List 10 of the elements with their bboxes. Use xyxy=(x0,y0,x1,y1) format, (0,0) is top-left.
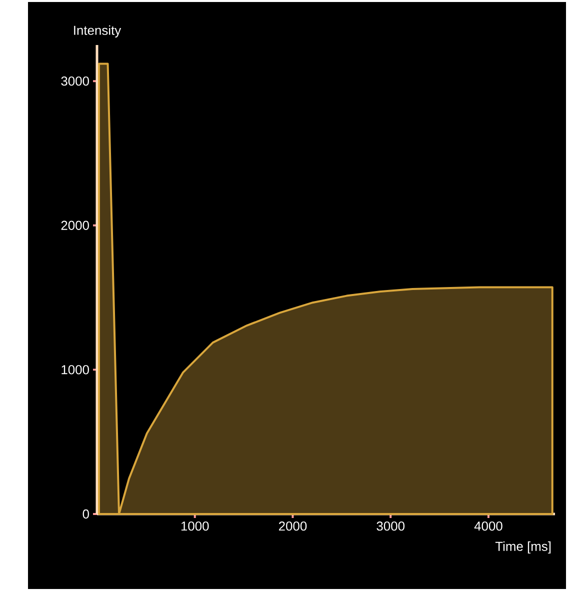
y-axis-title: Intensity xyxy=(74,25,122,38)
x-tick-label: 3000 xyxy=(376,522,404,531)
x-tick-label: 1000 xyxy=(181,522,209,531)
x-axis-title: Time [ms] xyxy=(495,541,551,554)
y-tick-label: 1000 xyxy=(62,365,89,374)
y-tick-label: 3000 xyxy=(61,76,89,86)
x-tick-label: 4000 xyxy=(474,522,502,531)
y-tick-label: 0 xyxy=(82,509,89,519)
y-tick-label: 2000 xyxy=(61,220,89,230)
x-tick-label: 2000 xyxy=(278,522,307,531)
